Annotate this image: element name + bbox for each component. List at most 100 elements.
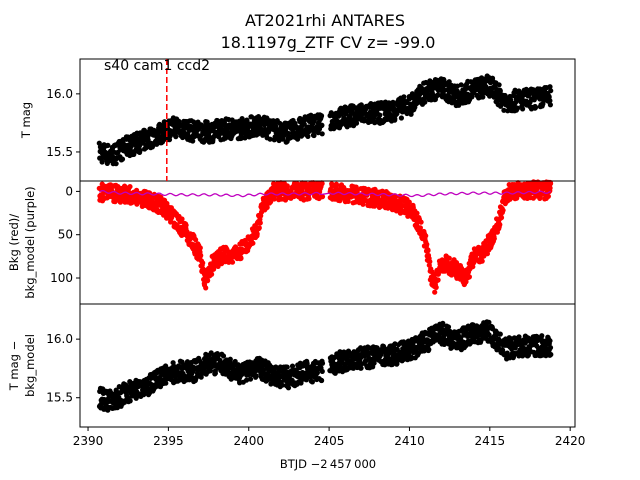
- data-point: [298, 380, 304, 386]
- data-point: [486, 319, 492, 325]
- data-point: [179, 216, 185, 222]
- data-point: [433, 284, 439, 290]
- data-point: [423, 233, 429, 239]
- data-point: [319, 131, 325, 137]
- data-point: [183, 222, 189, 228]
- data-point: [205, 278, 211, 284]
- data-point: [319, 368, 325, 374]
- data-point: [345, 198, 351, 204]
- y-tick-label: 0: [65, 184, 73, 198]
- data-point: [215, 354, 221, 360]
- data-point: [458, 82, 464, 88]
- data-point: [427, 259, 433, 265]
- data-point: [424, 241, 430, 247]
- data-point: [319, 122, 325, 128]
- panel-detrended: 15.5 16.0 T mag − bkg_model: [7, 303, 576, 428]
- panel-bkg: 0 50 100 Bkg (red)/bkg_model (purple): [7, 179, 576, 305]
- data-point: [113, 161, 119, 167]
- series-detrended-0: [96, 319, 554, 413]
- data-point: [463, 279, 469, 285]
- data-point: [250, 240, 256, 246]
- chart-title-line-1: AT2021rhi ANTARES: [245, 11, 405, 30]
- data-point: [197, 245, 203, 251]
- data-point: [229, 259, 236, 265]
- data-point: [426, 347, 432, 353]
- data-point: [516, 334, 522, 340]
- data-point: [547, 84, 553, 90]
- data-point: [500, 207, 506, 213]
- data-point: [243, 377, 250, 383]
- y-tick-label: 15.5: [46, 391, 73, 405]
- data-point: [547, 102, 554, 108]
- data-point: [119, 156, 126, 162]
- data-point: [319, 194, 326, 200]
- data-point: [207, 368, 214, 374]
- data-point: [227, 356, 233, 362]
- data-point: [469, 94, 475, 100]
- data-point: [247, 376, 254, 382]
- data-point: [500, 347, 506, 353]
- y-axis-label-detrended: T mag −: [7, 341, 21, 392]
- data-point: [390, 99, 396, 105]
- data-point: [401, 94, 407, 100]
- x-tick-label: 2390: [73, 434, 104, 448]
- data-point: [268, 381, 274, 387]
- data-point: [445, 324, 452, 330]
- data-point: [353, 120, 360, 126]
- data-point: [498, 215, 505, 221]
- data-point: [268, 199, 274, 205]
- data-point: [289, 363, 296, 369]
- data-point: [253, 373, 259, 379]
- data-point: [193, 237, 199, 243]
- series-bkg-1: [99, 190, 551, 198]
- data-point: [203, 285, 209, 291]
- x-tick-label: 2405: [314, 434, 345, 448]
- data-point: [495, 97, 501, 103]
- panel-tmag: 15.5 16.0 T mag: [19, 58, 576, 182]
- data-point: [319, 181, 325, 187]
- series-bkg-0: [96, 179, 554, 295]
- x-tick-label: 2395: [153, 434, 184, 448]
- data-point: [533, 104, 539, 110]
- data-point: [309, 379, 315, 385]
- data-point: [393, 194, 399, 200]
- data-point: [159, 139, 166, 145]
- data-point: [254, 231, 260, 237]
- data-point: [497, 331, 503, 337]
- data-point: [480, 94, 486, 100]
- data-point: [127, 184, 133, 190]
- data-point: [256, 225, 262, 231]
- y-tick-label: 16.0: [46, 332, 73, 346]
- y-tick-label: 15.5: [46, 145, 73, 159]
- data-point: [257, 220, 263, 226]
- data-point: [491, 236, 497, 242]
- data-point: [406, 199, 412, 205]
- data-point: [301, 121, 307, 127]
- data-point: [305, 133, 311, 139]
- data-point: [548, 351, 554, 358]
- data-point: [137, 147, 143, 153]
- x-tick-label: 2400: [233, 434, 264, 448]
- data-point: [358, 365, 364, 371]
- data-point: [446, 255, 452, 261]
- data-point: [173, 134, 179, 140]
- data-point: [238, 255, 244, 261]
- data-point: [432, 289, 438, 295]
- data-point: [418, 219, 424, 225]
- y-tick-label: 50: [58, 228, 73, 242]
- data-point: [440, 320, 446, 326]
- data-point: [484, 251, 490, 257]
- data-point: [377, 112, 383, 118]
- data-point: [319, 377, 325, 384]
- data-point: [547, 98, 553, 104]
- data-point: [285, 385, 292, 391]
- data-point: [547, 185, 553, 191]
- panel-frame-tmag: [79, 58, 576, 182]
- data-point: [319, 360, 326, 366]
- data-point: [200, 260, 206, 266]
- data-point: [496, 82, 502, 88]
- data-point: [163, 380, 169, 386]
- x-axis-label: BTJD −2 457 000: [280, 457, 376, 471]
- data-point: [520, 106, 526, 112]
- chart-title-line-2: 18.1197g_ZTF CV z= -99.0: [221, 33, 436, 53]
